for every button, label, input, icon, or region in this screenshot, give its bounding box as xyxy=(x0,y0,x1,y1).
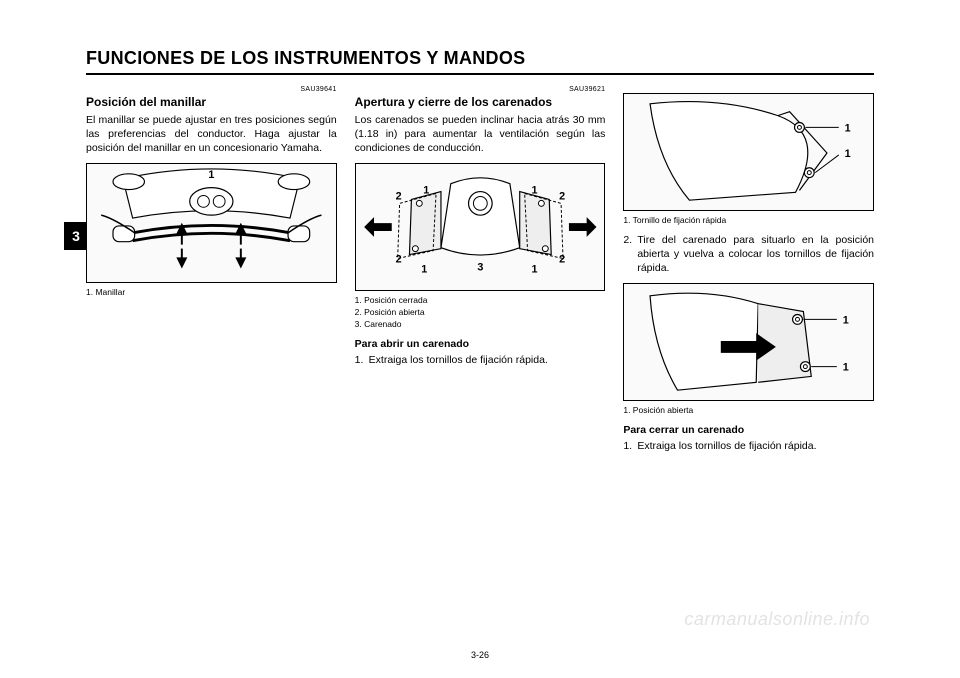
sub-heading: Para abrir un carenado xyxy=(355,337,606,351)
ref-code: SAU39641 xyxy=(86,85,337,94)
svg-text:1: 1 xyxy=(531,185,537,197)
step-text: Extraiga los tornillos de fijación rápid… xyxy=(637,440,816,452)
svg-text:1: 1 xyxy=(845,148,851,160)
step-list: 1. Extraiga los tornillos de fijación rá… xyxy=(355,353,606,367)
figure-caption: 1. Tornillo de fijación rápida xyxy=(623,215,874,227)
svg-text:2: 2 xyxy=(559,191,565,203)
step-list: 2. Tire del carenado para situarlo en la… xyxy=(623,233,874,276)
ref-code: SAU39621 xyxy=(355,85,606,94)
svg-text:1: 1 xyxy=(423,185,429,197)
page-title: FUNCIONES DE LOS INSTRUMENTOS Y MANDOS xyxy=(86,48,874,69)
step-number: 1. xyxy=(355,353,364,367)
svg-text:3: 3 xyxy=(477,261,483,273)
figure-caption: 1. Posición cerrada 2. Posición abierta … xyxy=(355,295,606,331)
svg-text:1: 1 xyxy=(531,263,537,275)
svg-text:2: 2 xyxy=(395,191,401,203)
step-number: 2. xyxy=(623,233,632,247)
caption-item: 1. Tornillo de fijación rápida xyxy=(623,215,874,227)
section-title: Posición del manillar xyxy=(86,94,337,110)
section-title: Apertura y cierre de los carenados xyxy=(355,94,606,110)
column-3: 1 1 1. Tornillo de fijación rápida 2. Ti… xyxy=(623,85,874,615)
svg-text:1: 1 xyxy=(421,263,427,275)
step-item: 1. Extraiga los tornillos de fijación rá… xyxy=(369,353,606,367)
svg-text:2: 2 xyxy=(559,254,565,266)
figure-cowlings-top: 2 1 2 1 2 1 2 1 3 xyxy=(355,163,606,291)
figure-caption: 1. Manillar xyxy=(86,287,337,299)
figure-caption: 1. Posición abierta xyxy=(623,405,874,417)
figure-cowling-screws: 1 1 xyxy=(623,93,874,211)
body-text: Los carenados se pueden inclinar hacia a… xyxy=(355,113,606,156)
caption-item: 1. Posición abierta xyxy=(623,405,874,417)
sub-heading: Para cerrar un carenado xyxy=(623,423,874,437)
callout-1: 1 xyxy=(208,169,214,181)
body-text: El manillar se puede ajustar en tres pos… xyxy=(86,113,337,156)
svg-text:2: 2 xyxy=(395,254,401,266)
step-number: 1. xyxy=(623,439,632,453)
step-item: 1. Extraiga los tornillos de fijación rá… xyxy=(637,439,874,453)
step-item: 2. Tire del carenado para situarlo en la… xyxy=(637,233,874,276)
caption-item: 3. Carenado xyxy=(355,319,606,331)
svg-text:1: 1 xyxy=(845,122,851,134)
page-header: FUNCIONES DE LOS INSTRUMENTOS Y MANDOS xyxy=(86,48,874,75)
figure-handlebar: 1 xyxy=(86,163,337,283)
manual-page: 3 FUNCIONES DE LOS INSTRUMENTOS Y MANDOS… xyxy=(0,0,960,678)
svg-text:1: 1 xyxy=(843,362,849,374)
caption-item: 1. Manillar xyxy=(86,287,337,299)
step-text: Tire del carenado para situarlo en la po… xyxy=(637,234,874,274)
figure-cowling-open: 1 1 xyxy=(623,283,874,401)
page-number: 3-26 xyxy=(0,650,960,660)
caption-item: 2. Posición abierta xyxy=(355,307,606,319)
caption-item: 1. Posición cerrada xyxy=(355,295,606,307)
chapter-tab: 3 xyxy=(64,222,88,250)
content-columns: SAU39641 Posición del manillar El manill… xyxy=(86,85,874,615)
column-2: SAU39621 Apertura y cierre de los carena… xyxy=(355,85,606,615)
step-text: Extraiga los tornillos de fijación rápid… xyxy=(369,354,548,366)
step-list: 1. Extraiga los tornillos de fijación rá… xyxy=(623,439,874,453)
column-1: SAU39641 Posición del manillar El manill… xyxy=(86,85,337,615)
svg-text:1: 1 xyxy=(843,315,849,327)
